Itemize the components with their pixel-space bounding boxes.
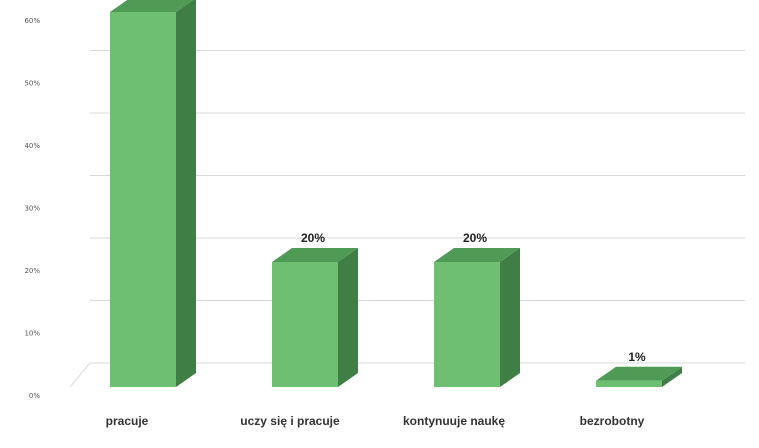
bar-side — [338, 248, 358, 387]
gridline — [69, 362, 91, 388]
bar-top — [596, 366, 682, 381]
bar-side — [500, 248, 520, 387]
bar-front — [596, 380, 662, 387]
y-tick-label: 10% — [24, 330, 40, 338]
bar-top — [110, 0, 194, 12]
bar-top — [272, 248, 358, 262]
category-label: uczy się i pracuje — [240, 414, 340, 428]
bar-side — [176, 0, 196, 387]
bar — [272, 248, 358, 387]
y-tick-label: 30% — [24, 205, 40, 213]
bar — [434, 248, 520, 387]
y-tick-label: 60% — [24, 17, 40, 25]
bar — [110, 0, 196, 387]
category-labels: pracuje uczy się i pracuje kontynuuje nauk… — [106, 414, 645, 428]
gridlines — [69, 50, 745, 388]
data-label: 1% — [628, 350, 646, 364]
y-axis-ticks: 0% 10% 20% 30% 40% 50% 60% — [24, 17, 40, 400]
bars — [110, 0, 682, 387]
bar-front — [110, 12, 176, 387]
y-tick-label: 50% — [24, 80, 40, 88]
y-tick-label: 0% — [29, 392, 40, 400]
bar-front — [434, 262, 500, 387]
data-label: 20% — [301, 231, 325, 245]
category-label: pracuje — [106, 414, 149, 428]
y-tick-label: 40% — [24, 142, 40, 150]
category-label: bezrobotny — [580, 414, 645, 428]
data-labels: 20% 20% 1% — [301, 231, 646, 364]
y-tick-label: 20% — [24, 267, 40, 275]
bar — [596, 366, 682, 387]
bar-top — [434, 248, 520, 262]
bar-side — [662, 366, 682, 387]
data-label: 20% — [463, 231, 487, 245]
bar-front — [272, 262, 338, 387]
category-label: kontynuuje naukę — [403, 414, 505, 428]
